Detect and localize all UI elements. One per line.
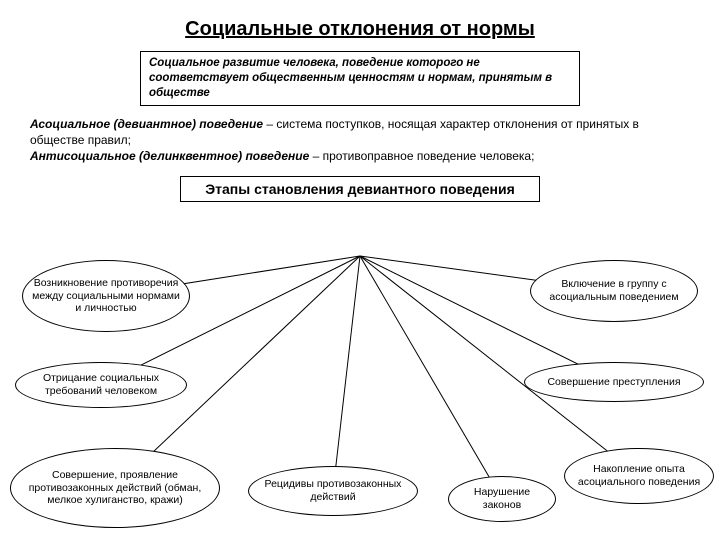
body-paragraphs: Асоциальное (девиантное) поведение – сис… [30, 116, 690, 165]
node-n3: Отрицание социальных требований человеко… [15, 362, 187, 408]
term-antisocial: Антисоциальное (делинквентное) поведение [30, 149, 309, 163]
node-n2: Включение в группу с асоциальным поведен… [530, 260, 698, 322]
node-n5: Совершение, проявление противозаконных д… [10, 448, 220, 528]
diagram-area: Возникновение противоречия между социаль… [0, 238, 720, 558]
definition-box: Социальное развитие человека, поведение … [140, 51, 580, 106]
node-n6: Рецидивы противозаконных действий [248, 466, 418, 516]
rest-antisocial: – противоправное поведение человека; [309, 149, 534, 163]
node-n8: Накопление опыта асоциального поведения [564, 448, 714, 504]
term-asocial: Асоциальное (девиантное) поведение [30, 117, 263, 131]
para-antisocial: Антисоциальное (делинквентное) поведение… [30, 148, 690, 164]
node-n4: Совершение преступления [524, 362, 704, 402]
node-n7: Нарушение законов [448, 476, 556, 522]
para-asocial: Асоциальное (девиантное) поведение – сис… [30, 116, 690, 148]
node-n1: Возникновение противоречия между социаль… [22, 260, 190, 332]
stages-title-box: Этапы становления девиантного поведения [180, 176, 540, 202]
page-title: Социальные отклонения от нормы [0, 18, 720, 41]
